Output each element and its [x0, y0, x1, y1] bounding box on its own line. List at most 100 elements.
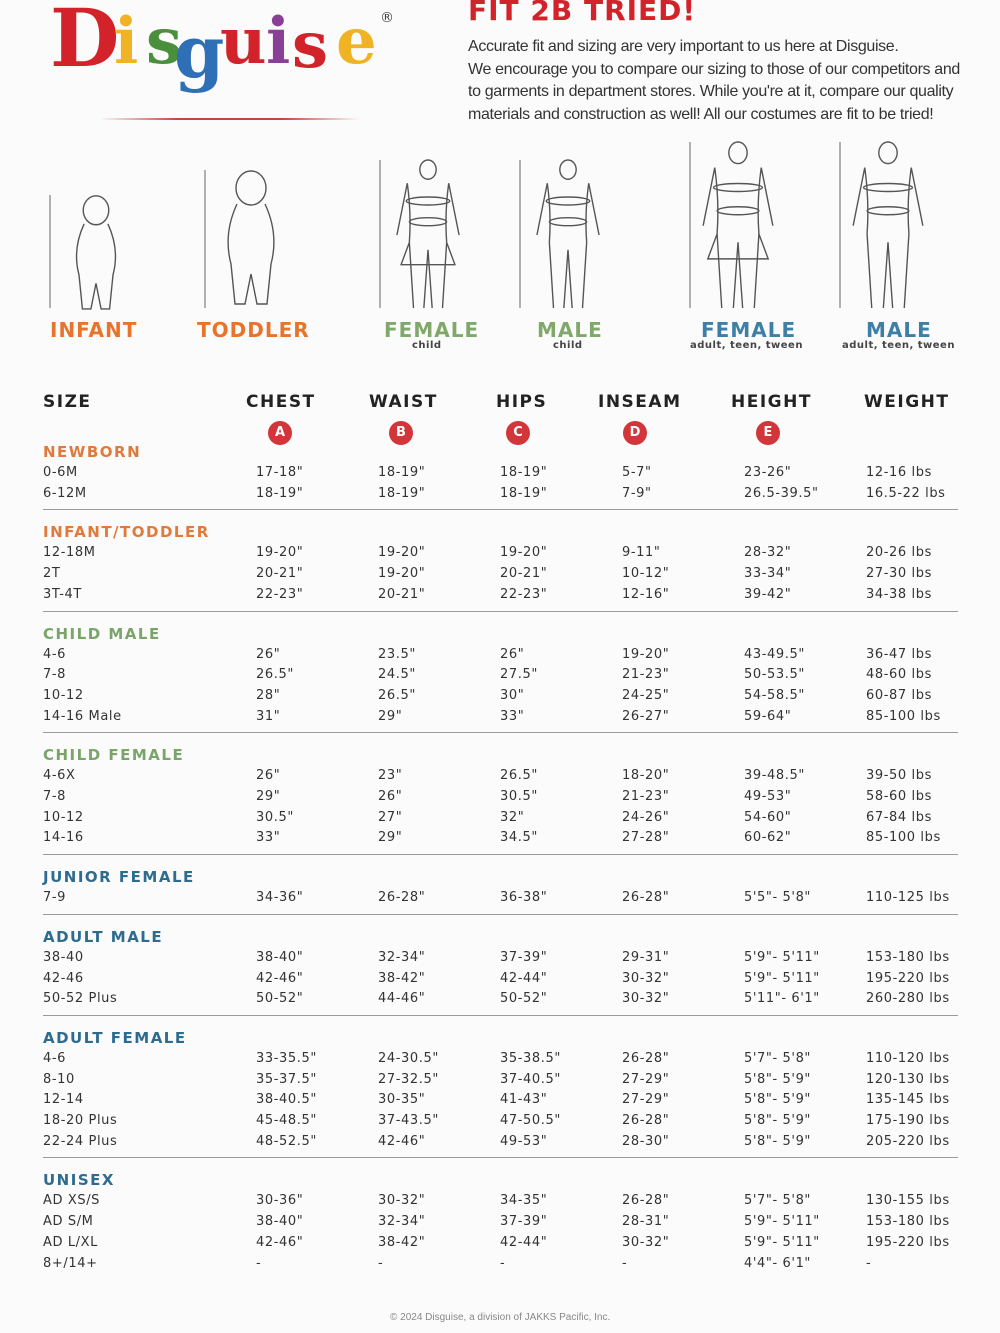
- value-cell: 19-20": [500, 545, 548, 561]
- value-cell: -: [256, 1255, 262, 1271]
- group-title: CHILD MALE: [43, 624, 161, 643]
- value-cell: 20-26 lbs: [866, 545, 932, 561]
- value-cell: 29": [378, 708, 403, 724]
- value-cell: 49-53": [500, 1133, 548, 1149]
- group-divider: [43, 1157, 958, 1159]
- figure-label: FEMALE: [384, 318, 480, 342]
- value-cell: 18-19": [378, 485, 426, 501]
- group-title: ADULT FEMALE: [43, 1028, 187, 1047]
- value-cell: 37-39": [500, 1214, 548, 1230]
- value-cell: 26-28": [622, 1050, 670, 1066]
- copyright-footer: © 2024 Disguise, a division of JAKKS Pac…: [390, 1312, 611, 1323]
- size-cell: 3T-4T: [43, 586, 82, 602]
- value-cell: 50-53.5": [744, 667, 805, 683]
- column-header-height: HEIGHT: [731, 392, 812, 412]
- value-cell: 39-50 lbs: [866, 768, 932, 784]
- group-title: UNISEX: [43, 1171, 115, 1190]
- group-divider: [43, 509, 958, 511]
- figure-infant: [40, 140, 170, 360]
- value-cell: 26": [256, 646, 281, 662]
- value-cell: 50-52": [256, 991, 304, 1007]
- intro-text: Accurate fit and sizing are very importa…: [468, 36, 968, 126]
- value-cell: 54-60": [744, 809, 792, 825]
- value-cell: 12-16 lbs: [866, 465, 932, 480]
- measure-marker-a: A: [268, 421, 292, 445]
- value-cell: 26.5": [378, 687, 416, 703]
- value-cell: 38-42": [378, 970, 426, 986]
- value-cell: 44-46": [378, 991, 426, 1007]
- logo-letter: u: [220, 4, 267, 79]
- value-cell: 30.5": [256, 809, 294, 825]
- value-cell: 5'8"- 5'9": [744, 1092, 812, 1108]
- value-cell: 32-34": [378, 1214, 426, 1230]
- size-cell: 14-16: [43, 830, 84, 846]
- value-cell: 26-28": [378, 890, 426, 906]
- figure-label: INFANT: [50, 318, 138, 342]
- value-cell: 23": [378, 768, 403, 784]
- size-cell: 12-18M: [43, 545, 96, 561]
- value-cell: 42-46": [256, 1234, 304, 1250]
- value-cell: 5'7"- 5'8": [744, 1050, 812, 1066]
- value-cell: 28-30": [622, 1133, 670, 1149]
- value-cell: 18-19": [500, 465, 548, 480]
- size-cell: 18-20 Plus: [43, 1113, 118, 1128]
- size-cell: AD XS/S: [43, 1193, 101, 1209]
- value-cell: 22-23": [256, 586, 304, 602]
- column-header-hips: HIPS: [496, 392, 548, 412]
- value-cell: 18-19": [256, 485, 304, 501]
- value-cell: 34.5": [500, 830, 538, 846]
- value-cell: 5'9"- 5'11": [744, 949, 820, 965]
- value-cell: 26-28": [622, 890, 670, 906]
- size-cell: 8-10: [43, 1071, 75, 1087]
- column-header-waist: WAIST: [369, 392, 438, 412]
- value-cell: 54-58.5": [744, 687, 805, 703]
- value-cell: 26": [256, 768, 281, 784]
- body-outline-icon: [49, 195, 117, 310]
- value-cell: 17-18": [256, 465, 304, 480]
- value-cell: 5'5"- 5'8": [744, 890, 812, 906]
- figure-label: TODDLER: [197, 318, 310, 342]
- value-cell: 26.5-39.5": [744, 485, 819, 501]
- value-cell: 135-145 lbs: [866, 1092, 950, 1108]
- value-cell: 41-43": [500, 1092, 548, 1108]
- intro-line: We encourage you to compare our sizing t…: [468, 60, 960, 78]
- value-cell: 33": [256, 830, 281, 846]
- measure-marker-e: E: [756, 421, 780, 445]
- value-cell: -: [378, 1255, 384, 1271]
- logo-underline: [100, 118, 360, 120]
- group-divider: [43, 610, 958, 612]
- size-cell: 10-12: [43, 687, 84, 703]
- size-cell: 7-8: [43, 789, 67, 804]
- value-cell: 26-27": [622, 708, 670, 724]
- value-cell: 60-87 lbs: [866, 687, 932, 703]
- value-cell: 21-23": [622, 789, 670, 804]
- value-cell: 24-25": [622, 687, 670, 703]
- value-cell: 10-12": [622, 566, 670, 582]
- logo-letter: i: [114, 4, 139, 79]
- value-cell: 37-40.5": [500, 1071, 561, 1087]
- value-cell: 19-20": [378, 566, 426, 582]
- value-cell: 5'8"- 5'9": [744, 1133, 812, 1149]
- figure-label: MALE: [866, 318, 932, 342]
- value-cell: 27-29": [622, 1092, 670, 1108]
- value-cell: 22-23": [500, 586, 548, 602]
- size-cell: 14-16 Male: [43, 708, 122, 724]
- value-cell: 32": [500, 809, 525, 825]
- value-cell: 120-130 lbs: [866, 1071, 950, 1087]
- size-cell: 8+/14+: [43, 1255, 98, 1271]
- figure-sublabel: adult, teen, tween: [842, 340, 955, 351]
- value-cell: 195-220 lbs: [866, 1234, 950, 1250]
- value-cell: 26-28": [622, 1193, 670, 1209]
- intro-line: to garments in department stores. While …: [468, 83, 954, 100]
- logo-letter: s: [146, 4, 183, 79]
- intro-line: Accurate fit and sizing are very importa…: [468, 38, 899, 55]
- body-outline-icon: [379, 159, 460, 309]
- value-cell: 36-47 lbs: [866, 646, 932, 662]
- logo-letter: g: [174, 9, 225, 94]
- page-title: FIT 2B TRIED!: [468, 0, 697, 27]
- group-title: NEWBORN: [43, 443, 142, 461]
- value-cell: 39-48.5": [744, 768, 805, 784]
- column-header-size: SIZE: [43, 392, 92, 412]
- value-cell: 23.5": [378, 646, 416, 662]
- figure-male-adult: [830, 140, 960, 360]
